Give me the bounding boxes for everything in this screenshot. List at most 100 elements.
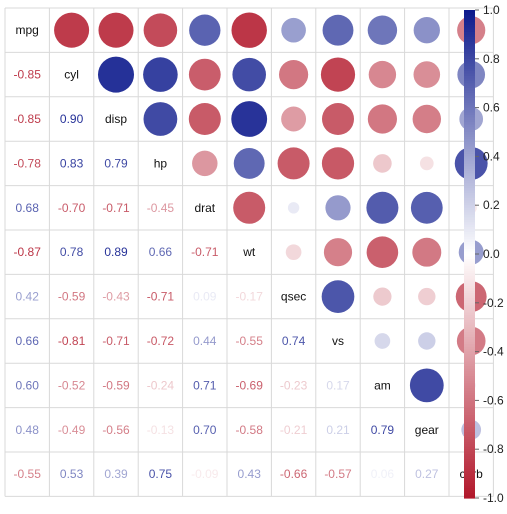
corr-circle-hp-drat (192, 150, 218, 177)
corr-circle-drat-wt (233, 191, 266, 224)
variable-label-disp: disp (105, 112, 127, 126)
coef-label-carb-vs: -0.57 (324, 467, 352, 481)
colorbar-segment (464, 163, 475, 167)
colorbar-segment (464, 356, 475, 360)
colorbar-segment (464, 41, 475, 45)
coef-label-vs-disp: -0.71 (102, 334, 130, 348)
colorbar-segment (464, 485, 475, 489)
colorbar-segment (464, 437, 475, 441)
corr-circle-disp-gear (412, 104, 442, 134)
colorbar-segment (464, 366, 475, 370)
colorbar-segment (464, 17, 475, 21)
colorbar-segment (464, 68, 475, 72)
colorbar-segment (464, 312, 475, 316)
corr-circle-disp-wt (231, 101, 268, 137)
corr-circle-mpg-vs (322, 14, 354, 46)
colorbar-segment (464, 51, 475, 55)
coef-label-am-qsec: -0.23 (280, 378, 308, 392)
coef-label-carb-cyl: 0.53 (60, 467, 84, 481)
colorbar-segment (464, 227, 475, 231)
colorbar-segment (464, 61, 475, 65)
colorbar-segment (464, 88, 475, 92)
colorbar-segment (464, 419, 475, 423)
colorbar-segment (464, 461, 475, 465)
coef-label-qsec-wt: -0.17 (236, 290, 264, 304)
colorbar-segment (464, 202, 475, 206)
colorbar-segment (464, 183, 475, 187)
colorbar-segment (464, 368, 475, 372)
colorbar-segment (464, 134, 475, 138)
colorbar-tick-label: 0.4 (483, 149, 500, 163)
colorbar-segment (464, 124, 475, 128)
variable-label-mpg: mpg (16, 23, 39, 37)
corr-circle-wt-qsec (285, 244, 302, 261)
colorbar-segment (464, 71, 475, 75)
corr-circle-drat-qsec (287, 202, 300, 214)
colorbar: 1.0 0.8 0.6 0.4 0.2 0.0 -0.2 -0.4 -0.6 -0.8 -1.0 (464, 3, 504, 505)
colorbar-segment (464, 354, 475, 358)
colorbar-segment (464, 168, 475, 172)
corr-circle-qsec-vs (321, 280, 355, 313)
corr-circle-disp-am (367, 104, 397, 134)
colorbar-segment (464, 493, 475, 497)
colorbar-segment (464, 349, 475, 353)
colorbar-segment (464, 241, 475, 245)
colorbar-segment (464, 200, 475, 204)
corr-circle-mpg-gear (413, 17, 440, 44)
colorbar-segment (464, 222, 475, 226)
colorbar-segment (464, 27, 475, 31)
colorbar-segment (464, 441, 475, 445)
corr-circle-mpg-wt (231, 12, 267, 48)
colorbar-segment (464, 407, 475, 411)
colorbar-segment (464, 361, 475, 365)
colorbar-segment (464, 332, 475, 336)
colorbar-segment (464, 14, 475, 18)
variable-label-gear: gear (415, 423, 439, 437)
colorbar-segment (464, 100, 475, 104)
corr-circle-mpg-cyl (54, 12, 90, 48)
coef-label-am-hp: -0.24 (147, 378, 175, 392)
colorbar-segment (464, 144, 475, 148)
coef-label-wt-disp: 0.89 (104, 245, 128, 259)
coef-label-drat-disp: -0.71 (102, 201, 130, 215)
colorbar-segment (464, 239, 475, 243)
colorbar-segment (464, 263, 475, 267)
colorbar-segment (464, 75, 475, 79)
variable-label-drat: drat (194, 201, 215, 215)
colorbar-segment (464, 114, 475, 118)
coef-label-qsec-hp: -0.71 (147, 290, 175, 304)
colorbar-segment (464, 66, 475, 70)
coef-label-am-vs: 0.17 (326, 378, 350, 392)
colorbar-segment (464, 334, 475, 338)
colorbar-segment (464, 280, 475, 284)
colorbar-segment (464, 402, 475, 406)
colorbar-segment (464, 119, 475, 123)
coef-label-vs-qsec: 0.74 (282, 334, 306, 348)
colorbar-segment (464, 129, 475, 133)
colorbar-segment (464, 90, 475, 94)
coef-label-carb-mpg: -0.55 (14, 467, 42, 481)
colorbar-segment (464, 210, 475, 214)
corr-circle-disp-qsec (281, 106, 307, 132)
colorbar-segment (464, 458, 475, 462)
colorbar-segment (464, 151, 475, 155)
colorbar-segment (464, 207, 475, 211)
corr-circle-wt-am (366, 236, 399, 268)
colorbar-segment (464, 166, 475, 170)
coef-label-gear-vs: 0.21 (326, 423, 350, 437)
coef-label-gear-wt: -0.58 (236, 423, 264, 437)
colorbar-segment (464, 214, 475, 218)
colorbar-segment (464, 132, 475, 136)
colorbar-segment (464, 56, 475, 60)
coef-label-vs-wt: -0.55 (236, 334, 264, 348)
coef-label-qsec-drat: 0.09 (193, 290, 217, 304)
corr-circle-mpg-am (367, 15, 398, 45)
colorbar-segment (464, 112, 475, 116)
colorbar-segment (464, 283, 475, 287)
colorbar-segment (464, 12, 475, 16)
colorbar-segment (464, 341, 475, 345)
colorbar-segment (464, 388, 475, 392)
coef-label-qsec-cyl: -0.59 (58, 290, 86, 304)
colorbar-segment (464, 468, 475, 472)
colorbar-segment (464, 385, 475, 389)
